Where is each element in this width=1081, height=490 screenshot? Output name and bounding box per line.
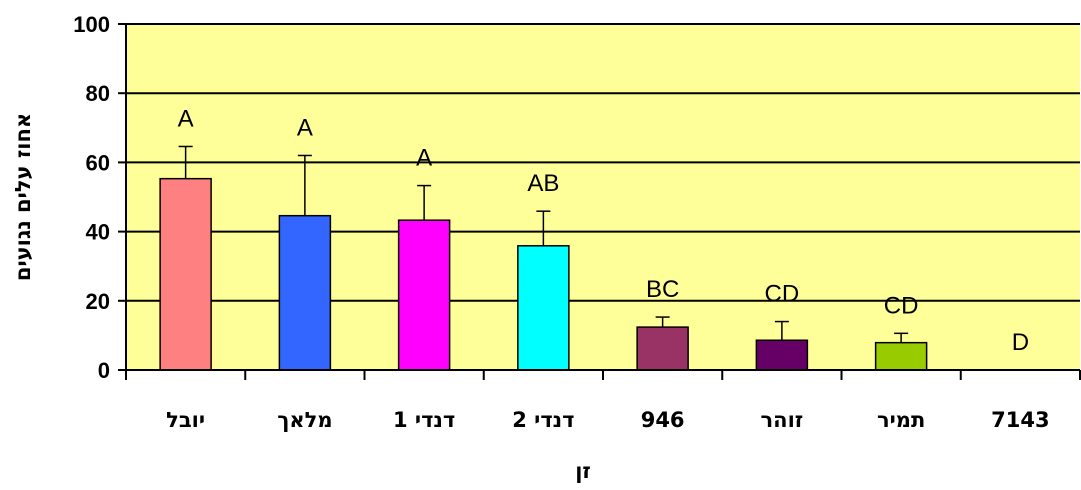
bar [159, 177, 212, 371]
x-axis-title: זן [575, 459, 591, 483]
y-tick-label: 40 [86, 220, 110, 245]
error-bars [178, 145, 909, 343]
significance-label: A [297, 114, 313, 141]
x-tick-label: מלאך [277, 408, 332, 432]
significance-label: CD [765, 281, 800, 308]
bar [636, 326, 689, 371]
x-tick-label: תמיר [877, 408, 925, 432]
significance-label: A [178, 105, 194, 132]
bar [278, 214, 332, 371]
x-tick-label: יובל [166, 408, 205, 432]
y-tick-label: 60 [86, 150, 110, 175]
bars [159, 177, 928, 371]
plot-area [126, 24, 1080, 370]
significance-label: D [1012, 329, 1029, 356]
bar [755, 339, 809, 371]
bar [397, 219, 451, 371]
x-tick-label: דנדי 2 [512, 408, 574, 432]
y-tick-label: 0 [98, 358, 110, 383]
bar [517, 245, 570, 371]
x-tick-label: דנדי 1 [393, 408, 455, 432]
significance-label: BC [646, 276, 679, 303]
y-axis-title: אחוז עלים נגועים [11, 113, 35, 281]
x-tick-label: 7143 [991, 408, 1049, 432]
x-tick-label: 946 [641, 408, 685, 432]
y-tick-label: 80 [86, 81, 110, 106]
significance-labels: A A A AB BC CD CD D [178, 105, 1029, 356]
bar [874, 341, 928, 371]
axes: 0 20 40 60 80 100 יובל מלאך דנדי 1 דנדי 2 946 זוהר ת… [73, 12, 1081, 432]
x-tick-label: זוהר [761, 408, 804, 432]
y-tick-label: 100 [73, 12, 110, 37]
significance-label: CD [884, 292, 919, 319]
significance-label: A [416, 145, 432, 172]
significance-label: AB [527, 170, 559, 197]
y-tick-label: 20 [86, 289, 110, 314]
